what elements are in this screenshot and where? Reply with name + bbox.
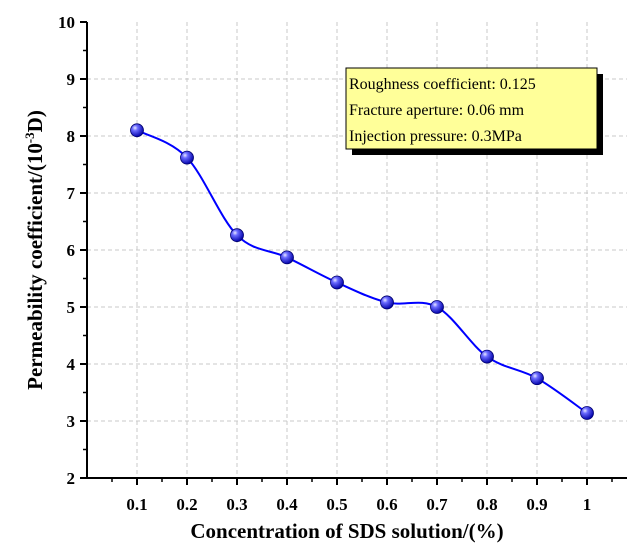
annotation-line-pressure: Injection pressure: 0.3MPa [349,128,522,145]
y-axis-title-superscript: -3 [22,132,37,143]
y-axis-title: Permeability coefficient/(10-3D) [22,110,47,390]
x-tick-label-3: 0.4 [276,495,298,514]
x-tick-label-7: 0.8 [476,495,497,514]
y-tick-label-5: 7 [67,184,76,203]
y-tick-label-4: 6 [67,241,76,260]
y-axis-title-tail: D) [23,110,47,132]
y-axis-title-main: Permeability coefficient/(10 [23,143,47,390]
x-tick-label-0: 0.1 [126,495,147,514]
annotation-background [345,67,598,150]
data-point-0 [130,123,144,138]
data-point-2 [230,228,244,243]
data-point-7 [480,349,494,364]
y-tick-label-0: 2 [67,469,76,488]
x-tick-label-4: 0.5 [326,495,347,514]
annotation-box: Roughness coefficient: 0.125 Fracture ap… [345,67,603,155]
annotation-line-roughness: Roughness coefficient: 0.125 [349,76,536,93]
data-point-4 [330,275,344,290]
y-tick-label-2: 4 [67,355,76,374]
x-axis-title: Concentration of SDS solution/(%) [190,519,503,543]
axes [80,21,627,485]
y-tick-label-6: 8 [67,127,76,146]
data-point-5 [380,295,394,310]
annotation-line-aperture: Fracture aperture: 0.06 mm [349,102,525,119]
data-point-3 [280,250,294,265]
x-tick-label-2: 0.3 [226,495,247,514]
x-tick-label-1: 0.2 [176,495,197,514]
data-point-8 [530,371,544,386]
data-point-9 [580,406,594,420]
y-tick-label-7: 9 [67,70,76,89]
x-tick-label-8: 0.9 [526,495,547,514]
series-line [136,129,588,414]
y-tick-label-8: 10 [58,13,75,32]
series [130,123,594,420]
y-tick-label-1: 3 [67,412,76,431]
x-tick-label-9: 1 [583,495,592,514]
x-tick-label-5: 0.6 [376,495,397,514]
tick-labels: 2 3 4 5 6 7 8 9 10 0.1 0.2 0.3 0.4 0.5 0.6 0.7 0.8 0.9 1 [58,13,591,514]
data-point-6 [430,300,444,314]
x-tick-label-6: 0.7 [426,495,448,514]
data-point-1 [180,150,194,165]
y-tick-label-3: 5 [67,298,76,317]
